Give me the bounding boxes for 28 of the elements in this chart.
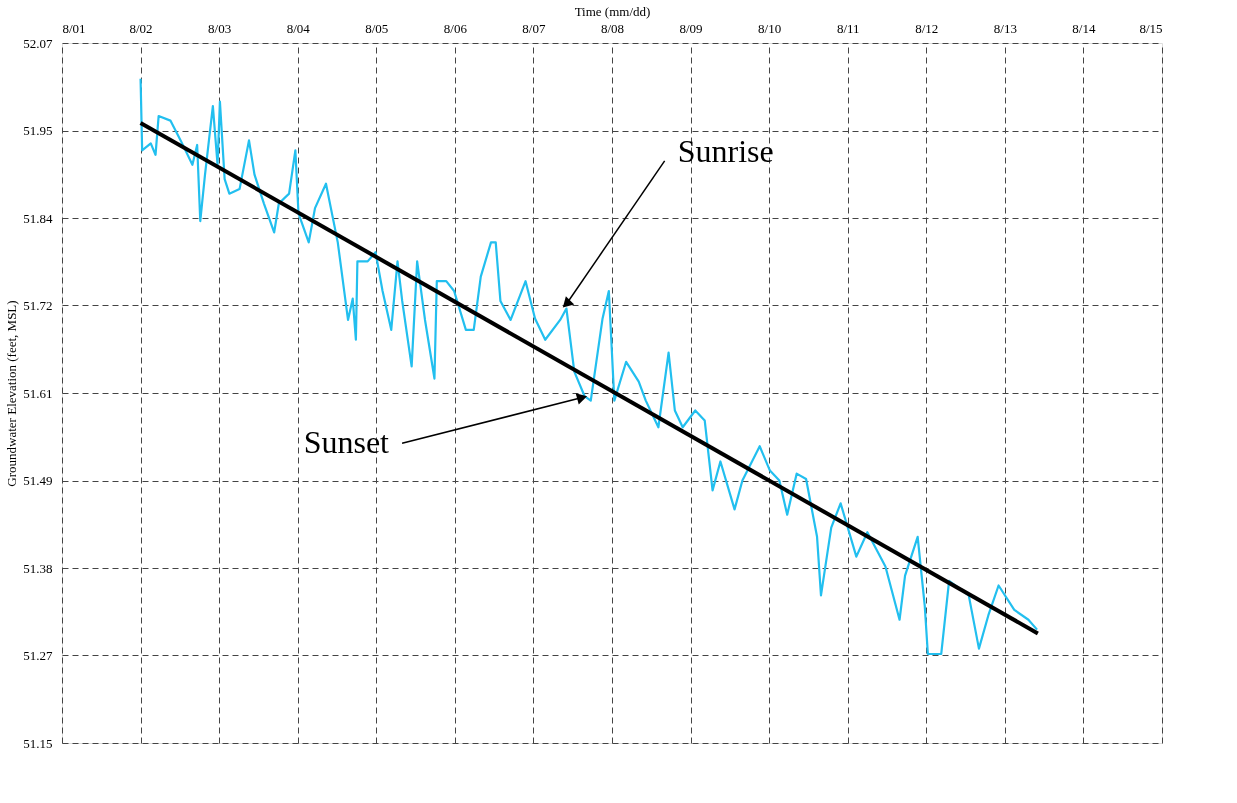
annotation: Sunset <box>303 424 390 461</box>
x-tick-label: 8/13 <box>993 20 1017 36</box>
annotation: Sunrise <box>677 132 774 169</box>
x-tick-label: 8/04 <box>286 20 311 36</box>
x-tick-label: 8/10 <box>758 20 782 36</box>
y-axis-title: Groundwater Elevation (feet, MSL) <box>4 300 20 487</box>
x-tick-label: 8/03 <box>208 20 232 36</box>
y-tick-label: 51.72 <box>23 298 53 313</box>
x-tick-label: 8/12 <box>915 20 939 36</box>
x-tick-label: 8/14 <box>1072 20 1096 36</box>
x-tick-label: 8/05 <box>365 20 389 36</box>
x-tick-label: 8/08 <box>600 20 625 36</box>
x-tick-label: 8/06 <box>443 20 468 36</box>
x-tick-label: 8/11 <box>836 20 860 36</box>
y-tick-label: 51.27 <box>23 648 53 663</box>
y-tick-label: 51.95 <box>23 123 53 138</box>
y-tick-label: 52.07 <box>23 35 53 51</box>
x-tick-label: 8/09 <box>679 20 703 36</box>
x-tick-label: 8/02 <box>129 20 153 36</box>
y-tick-label: 51.61 <box>23 385 53 401</box>
x-tick-label: 8/07 <box>522 20 546 36</box>
y-tick-label: 51.49 <box>23 473 53 488</box>
y-tick-label: 51.84 <box>23 210 53 226</box>
y-tick-label: 51.38 <box>23 560 53 576</box>
x-tick-label: 8/15 <box>1139 20 1163 36</box>
x-tick-label: 8/01 <box>62 20 86 36</box>
x-axis-title: Time (mm/dd) <box>574 3 651 19</box>
y-tick-label: 51.15 <box>23 735 53 751</box>
